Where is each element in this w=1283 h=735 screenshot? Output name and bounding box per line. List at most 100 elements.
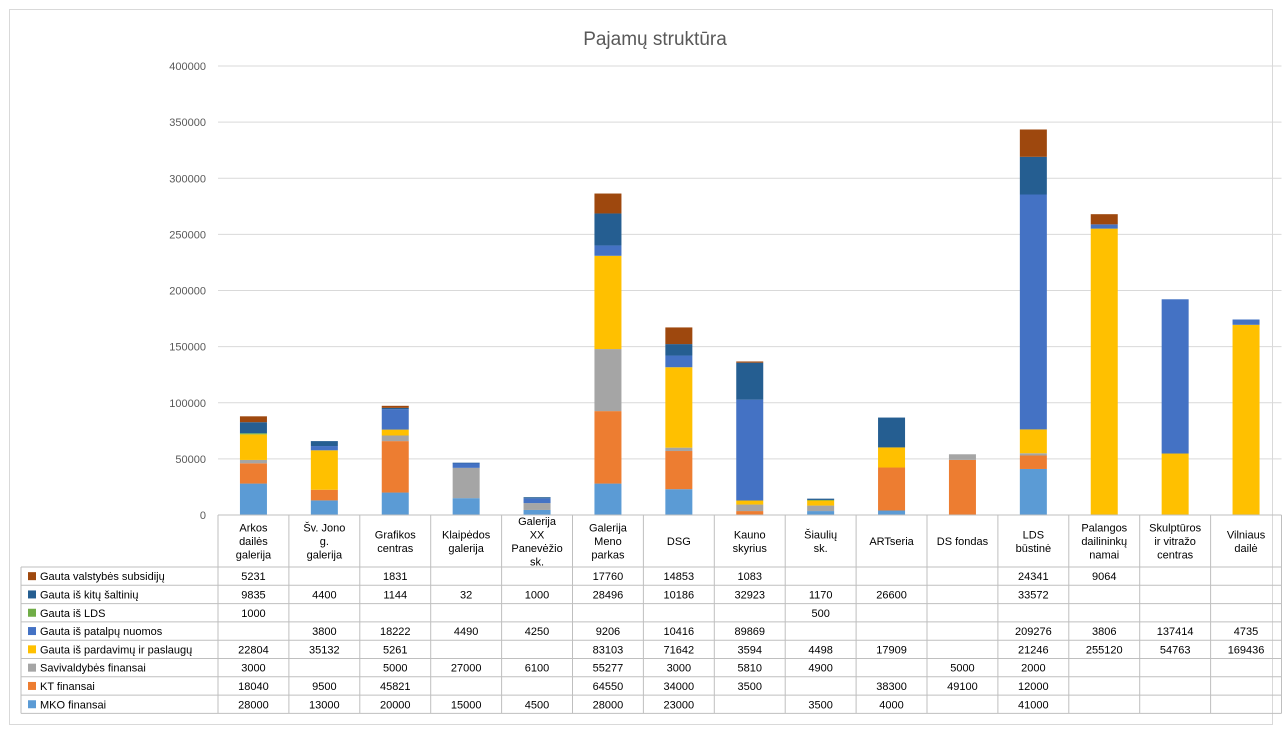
bar-segment xyxy=(1161,299,1189,454)
bar-segment xyxy=(594,193,622,214)
y-tick-label: 50000 xyxy=(175,454,206,466)
bar-segment xyxy=(523,503,551,510)
bar-segment xyxy=(239,463,267,484)
category-label: Arkos dailės galerija xyxy=(236,523,272,562)
bar-segment xyxy=(736,362,764,400)
table-cell-value: 5261 xyxy=(383,644,407,656)
table-cell-value: 255120 xyxy=(1086,644,1123,656)
y-tick-label: 200000 xyxy=(169,286,206,298)
legend-swatch xyxy=(28,681,36,690)
category-label: Galerija XX Panevėžio sk. xyxy=(511,516,562,569)
bar-segment xyxy=(594,245,622,256)
bar-segment xyxy=(665,451,693,490)
bar-segment xyxy=(665,327,693,345)
table-cell-value: 45821 xyxy=(380,681,411,693)
table-cell-value: 32923 xyxy=(734,589,765,601)
category-label: Grafikos centras xyxy=(375,529,416,555)
bar-segment xyxy=(594,483,622,515)
table-cell-value: 28496 xyxy=(593,589,624,601)
legend-label: Gauta iš patalpų nuomos xyxy=(40,626,163,638)
table-cell-value: 22804 xyxy=(238,644,269,656)
legend-label: Gauta iš kitų šaltinių xyxy=(40,589,138,601)
bar-segment xyxy=(310,450,338,490)
bar-segment xyxy=(807,498,835,500)
chart-frame xyxy=(9,9,1273,725)
bar-segment xyxy=(1090,214,1118,225)
bar-segment xyxy=(665,489,693,515)
table-cell-value: 18222 xyxy=(380,626,411,638)
bar-segment xyxy=(807,511,835,515)
bar-segment xyxy=(1019,429,1047,454)
legend-label: Savivaldybės finansai xyxy=(40,663,146,675)
bar-segment xyxy=(594,213,622,246)
category-label: Šv. Jono g. galerija xyxy=(303,522,345,562)
bar-segment xyxy=(1019,455,1047,469)
bar-segment xyxy=(452,462,480,468)
legend-label: KT finansai xyxy=(40,681,95,693)
table-cell-value: 18040 xyxy=(238,681,269,693)
bar-segment xyxy=(523,498,551,504)
table-cell-value: 12000 xyxy=(1018,681,1049,693)
y-tick-label: 250000 xyxy=(169,229,206,241)
table-cell-value: 5000 xyxy=(383,663,407,675)
table-cell-value: 24341 xyxy=(1018,571,1049,583)
table-cell-value: 17909 xyxy=(876,644,907,656)
bar-segment xyxy=(807,505,835,512)
table-cell-value: 1831 xyxy=(383,571,407,583)
legend-swatch xyxy=(28,627,36,636)
table-cell-value: 500 xyxy=(811,608,829,620)
bar-segment xyxy=(665,447,693,452)
table-cell-value: 38300 xyxy=(876,681,907,693)
table-cell-value: 71642 xyxy=(664,644,695,656)
legend-label: MKO finansai xyxy=(40,699,106,711)
table-cell-value: 9835 xyxy=(241,589,265,601)
bar-segment xyxy=(736,361,764,363)
legend-label: Gauta iš pardavimų ir paslaugų xyxy=(40,644,192,656)
category-label: Galerija Meno parkas xyxy=(589,523,628,562)
table-cell-value: 28000 xyxy=(593,699,624,711)
table-cell-value: 20000 xyxy=(380,699,411,711)
bar-segment xyxy=(239,434,267,460)
table-cell-value: 6100 xyxy=(525,663,549,675)
table-cell-value: 1170 xyxy=(809,589,833,601)
table-cell-value: 1083 xyxy=(738,571,762,583)
bar-segment xyxy=(1019,453,1047,456)
category-label: DS fondas xyxy=(937,536,989,548)
table-cell-value: 1144 xyxy=(383,589,407,601)
table-cell-value: 55277 xyxy=(593,663,624,675)
bar-segment xyxy=(736,504,764,512)
bar-segment xyxy=(1090,224,1118,229)
bar-segment xyxy=(239,416,267,423)
legend-swatch xyxy=(28,590,36,599)
bar-segment xyxy=(452,467,480,499)
bar-segment xyxy=(1019,156,1047,195)
bar-segment xyxy=(452,498,480,515)
table-cell-value: 10416 xyxy=(664,626,695,638)
legend-label: Gauta valstybės subsidijų xyxy=(40,571,165,583)
bar-segment xyxy=(310,489,338,501)
y-tick-label: 400000 xyxy=(169,61,206,73)
bar-segment xyxy=(239,422,267,434)
table-cell-value: 4400 xyxy=(312,589,336,601)
legend-swatch xyxy=(28,700,36,709)
category-label: Klaipėdos galerija xyxy=(442,529,491,555)
y-tick-label: 350000 xyxy=(169,117,206,129)
table-cell-value: 4490 xyxy=(454,626,478,638)
bar-segment xyxy=(310,446,338,451)
bar-segment xyxy=(665,367,693,448)
bar-segment xyxy=(1232,319,1260,325)
bar-segment xyxy=(239,459,267,464)
bar-segment xyxy=(239,483,267,515)
bar-segment xyxy=(1019,468,1047,515)
table-cell-value: 4500 xyxy=(525,699,549,711)
bar-segment xyxy=(948,459,976,515)
table-cell-value: 1000 xyxy=(241,608,265,620)
y-tick-label: 300000 xyxy=(169,173,206,185)
table-cell-value: 5000 xyxy=(950,663,974,675)
table-cell-value: 4900 xyxy=(808,663,832,675)
category-label: Skulptūros ir vitražo centras xyxy=(1149,523,1201,562)
bar-segment xyxy=(1019,194,1047,430)
bar-segment xyxy=(736,399,764,501)
table-cell-value: 4000 xyxy=(879,699,903,711)
bar-segment xyxy=(594,411,622,484)
